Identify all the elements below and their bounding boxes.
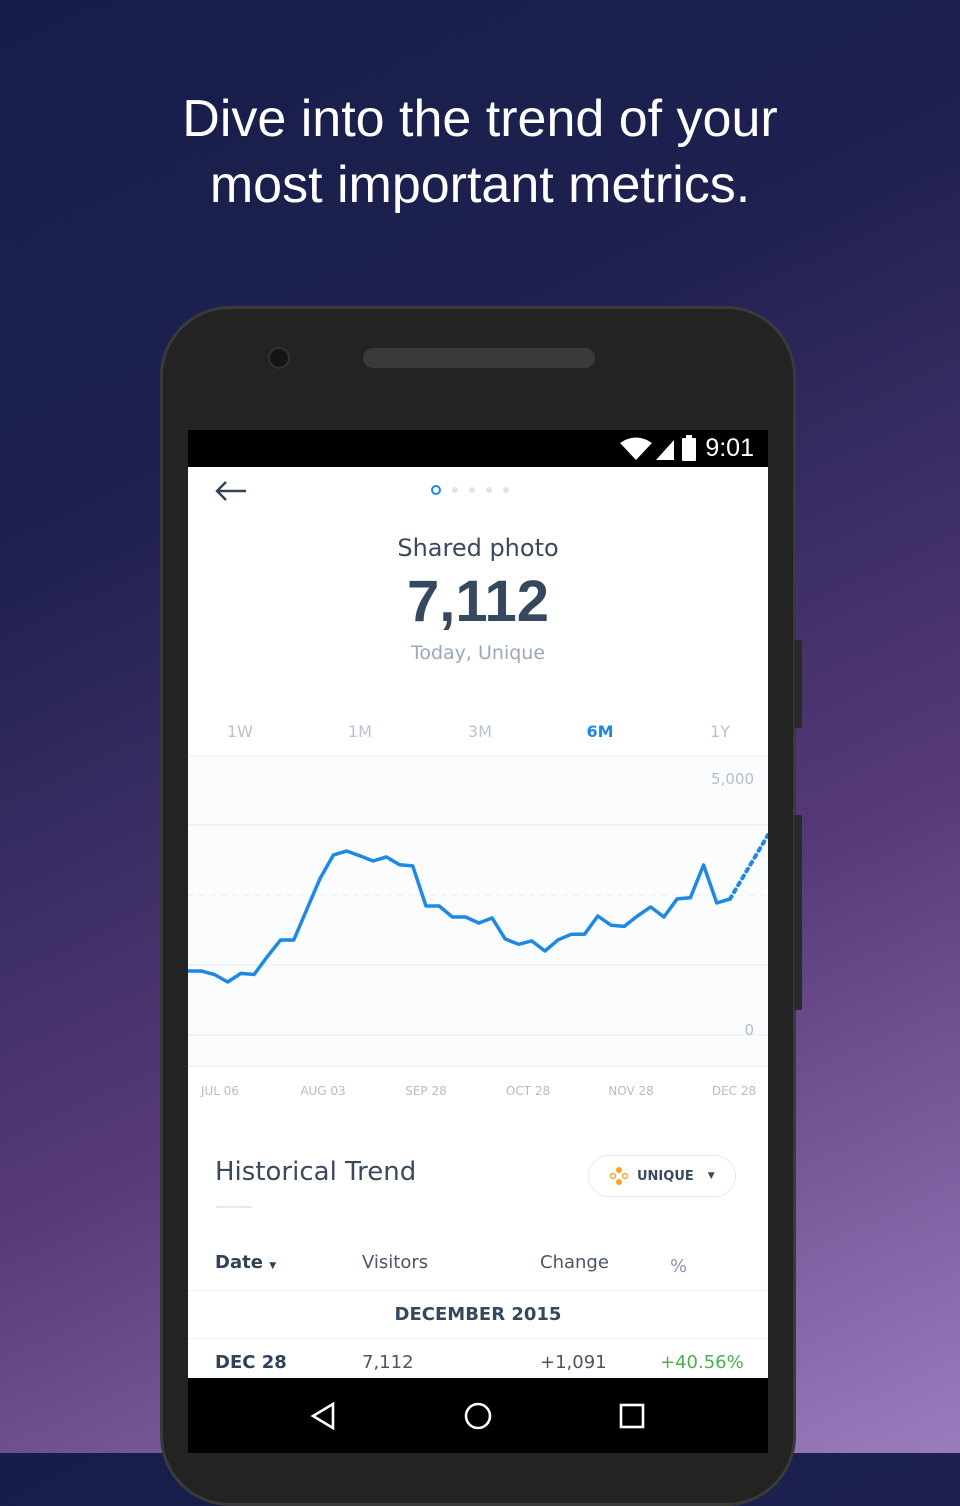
page-dot[interactable] — [486, 487, 492, 493]
column-visitors: Visitors — [362, 1252, 429, 1273]
sort-icon: ▼ — [269, 1261, 277, 1271]
column-date[interactable]: Date ▼ — [215, 1252, 276, 1273]
speaker — [363, 348, 595, 368]
page-dot[interactable] — [503, 487, 509, 493]
power-button — [794, 815, 802, 1010]
page-dot[interactable] — [431, 485, 441, 495]
row-percent: +40.56% — [660, 1352, 744, 1373]
tab-1y[interactable]: 1Y — [710, 722, 730, 741]
divider — [188, 1338, 768, 1339]
row-date: DEC 28 — [215, 1352, 287, 1373]
x-tick-label: AUG 03 — [300, 1084, 346, 1098]
unique-filter-button[interactable]: UNIQUE ▼ — [588, 1155, 736, 1197]
y-tick-label: 5,000 — [711, 770, 754, 788]
x-tick-label: DEC 28 — [711, 1084, 757, 1098]
chart-background — [188, 755, 768, 1067]
back-icon[interactable] — [310, 1402, 336, 1430]
y-tick-label: 0 — [744, 1021, 754, 1039]
x-tick-label: SEP 28 — [405, 1084, 447, 1098]
wifi-signal-icon — [620, 437, 674, 460]
row-visitors: 7,112 — [362, 1352, 414, 1373]
tab-1w[interactable]: 1W — [227, 722, 253, 741]
x-tick-label: JUL 06 — [200, 1084, 240, 1098]
tab-1m[interactable]: 1M — [348, 722, 372, 741]
volume-button — [794, 640, 802, 728]
metric-subtitle: Today, Unique — [410, 642, 546, 664]
column-percent: % — [670, 1256, 688, 1277]
status-bar: 9:01 — [188, 430, 768, 467]
headline-line: most important metrics. — [209, 156, 751, 214]
projection-line — [728, 833, 768, 901]
headline-line: Dive into the trend of your — [182, 90, 778, 148]
android-nav-bar — [188, 1378, 768, 1453]
page-dot[interactable] — [452, 487, 458, 493]
divider — [188, 1290, 768, 1291]
metric-title: Shared photo — [397, 534, 559, 562]
home-icon[interactable] — [463, 1401, 493, 1431]
chevron-down-icon: ▼ — [707, 1171, 715, 1181]
arrow-left-icon[interactable] — [214, 480, 248, 502]
tab-6m[interactable]: 6M — [586, 722, 614, 741]
trend-chart[interactable] — [188, 755, 768, 1067]
recents-icon[interactable] — [619, 1403, 645, 1429]
page-dot[interactable] — [469, 487, 475, 493]
clock: 9:01 — [705, 434, 754, 462]
unique-dots-icon — [609, 1167, 629, 1185]
metric-value: 7,112 — [407, 569, 549, 634]
section-title: Historical Trend — [215, 1157, 417, 1187]
column-change: Change — [540, 1252, 609, 1273]
battery-icon — [682, 435, 696, 461]
screen: 9:01 Shared photo 7,112 Today, Unique 1W… — [188, 430, 768, 1453]
headline: Dive into the trend of your most importa… — [0, 86, 960, 218]
x-tick-label: NOV 28 — [608, 1084, 654, 1098]
x-tick-label: OCT 28 — [505, 1084, 551, 1098]
camera — [268, 347, 290, 369]
filter-label: UNIQUE — [637, 1168, 694, 1184]
month-group-header: DECEMBER 2015 — [394, 1304, 562, 1325]
page-indicator — [431, 485, 509, 495]
tab-3m[interactable]: 3M — [468, 722, 492, 741]
column-date-label: Date — [215, 1252, 263, 1273]
title-underline — [216, 1206, 252, 1208]
row-change: +1,091 — [540, 1352, 607, 1373]
series-line — [188, 849, 731, 984]
